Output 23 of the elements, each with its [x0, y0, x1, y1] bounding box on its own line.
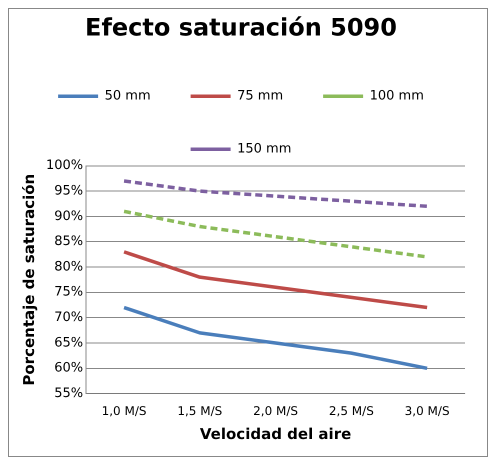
y-tick-label: 90%	[54, 208, 84, 224]
x-tick-label: 2,5 M/S	[328, 404, 374, 418]
y-tick-label: 65%	[54, 335, 84, 350]
x-tick-label: 1,0 M/S	[102, 404, 147, 418]
x-tick-label: 3,0 M/S	[404, 404, 450, 418]
y-tick-label: 85%	[54, 234, 84, 250]
chart-title: Efecto saturación 5090	[85, 14, 397, 42]
y-axis-title: Porcentaje de saturación	[20, 174, 38, 386]
y-tick-label: 95%	[54, 183, 84, 198]
line-series	[122, 179, 429, 208]
x-tick-label: 1,5 M/S	[177, 404, 222, 418]
legend-label: 150 mm	[237, 142, 292, 157]
legend-label: 50 mm	[104, 88, 151, 104]
y-tick-label: 100%	[46, 158, 84, 174]
y-tick-label: 55%	[54, 386, 84, 401]
y-tick-label: 80%	[54, 259, 84, 274]
y-tick-label: 60%	[54, 360, 84, 376]
x-tick-label: 2,0 M/S	[253, 404, 298, 418]
x-axis-title: Velocidad del aire	[200, 424, 352, 443]
y-tick-label: 70%	[54, 310, 84, 326]
y-tick-label: 75%	[54, 284, 84, 300]
legend-label: 100 mm	[370, 88, 424, 104]
legend-label: 75 mm	[237, 88, 284, 104]
